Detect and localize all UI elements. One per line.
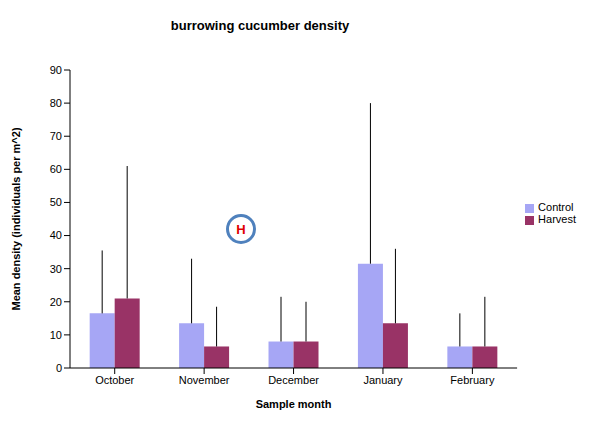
svg-text:October: October: [95, 374, 134, 386]
svg-text:70: 70: [50, 130, 62, 142]
svg-text:Sample month: Sample month: [256, 398, 332, 410]
svg-text:40: 40: [50, 229, 62, 241]
html-text:Control: Control: [538, 201, 574, 213]
svg-text:20: 20: [50, 296, 62, 308]
html-text:H: H: [236, 221, 246, 237]
svg-text:60: 60: [50, 163, 62, 175]
svg-text:10: 10: [50, 329, 62, 341]
svg-text:December: December: [268, 374, 319, 386]
html-text:Harvest: Harvest: [538, 213, 576, 225]
svg-text:November: November: [179, 374, 230, 386]
svg-text:Mean density (individuals per: Mean density (individuals per m^2): [10, 127, 22, 310]
svg-text:50: 50: [50, 196, 62, 208]
svg-text:February: February: [450, 374, 495, 386]
svg-text:30: 30: [50, 263, 62, 275]
svg-text:80: 80: [50, 97, 62, 109]
svg-text:January: January: [363, 374, 403, 386]
svg-text:0: 0: [56, 362, 62, 374]
html-text:burrowing cucumber density: burrowing cucumber density: [170, 18, 350, 33]
svg-text:90: 90: [50, 64, 62, 76]
